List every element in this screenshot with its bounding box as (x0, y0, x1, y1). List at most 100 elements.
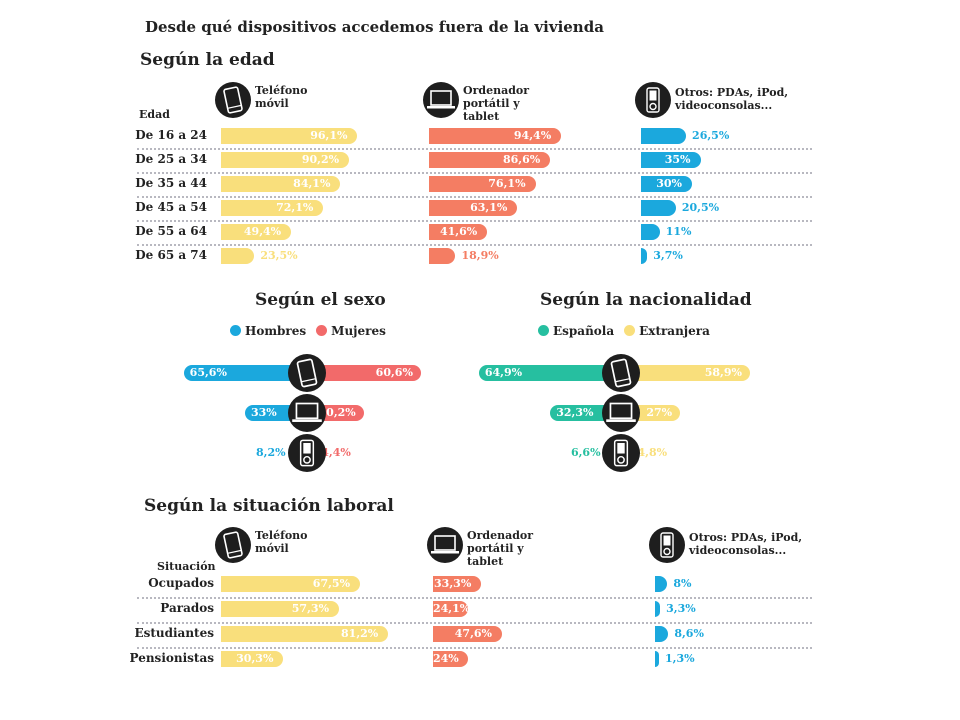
bar-phone (221, 651, 284, 667)
row-label: De 45 a 54 (135, 200, 207, 214)
value-label: 65,6% (189, 366, 227, 379)
legend-item: Mujeres (316, 324, 386, 338)
column-header-laptop: Ordenador portátil y tablet (467, 529, 533, 568)
value-label: 33% (250, 406, 277, 419)
value-label: 24% (433, 652, 459, 665)
value-label: 76,1% (488, 177, 526, 190)
value-label: 27% (646, 406, 673, 419)
bar-hombres (183, 365, 307, 381)
row-label: Pensionistas (129, 651, 215, 665)
column-header-line: portátil y (463, 97, 520, 110)
value-label: 41,6% (439, 225, 478, 238)
row-header: Edad (139, 108, 170, 121)
bar-laptop (429, 152, 551, 168)
value-label: 24,1% (433, 602, 471, 615)
column-header-line: móvil (255, 97, 289, 110)
value-label: 96,1% (310, 129, 348, 142)
value-label: 26,5% (692, 129, 730, 142)
bar-phone (221, 152, 350, 168)
ipod-icon (602, 434, 640, 472)
bar-phone (221, 200, 324, 216)
mobile-phone-icon (215, 527, 251, 563)
column-header-phone: Teléfono móvil (255, 529, 308, 555)
value-label: 86,6% (502, 153, 541, 166)
bar-phone (221, 601, 340, 617)
bar-phone (221, 576, 361, 592)
value-label: 81,2% (341, 627, 379, 640)
bar-española (478, 365, 621, 381)
section-title: Según la nacionalidad (540, 290, 752, 310)
value-label: 8% (673, 577, 692, 590)
column-header-line: Teléfono (255, 84, 308, 97)
value-label: 72,1% (276, 201, 314, 214)
column-header-line: Teléfono (255, 529, 308, 542)
ipod-icon (635, 82, 671, 118)
row-label: De 35 a 44 (135, 176, 207, 190)
row-label: De 55 a 64 (135, 224, 207, 238)
value-label: 6,6% (570, 446, 601, 459)
bar-extranjera (621, 365, 750, 381)
column-header-line: Ordenador (463, 84, 530, 97)
legend-item: Española (538, 324, 614, 338)
legend-item: Extranjera (624, 324, 710, 338)
bar-laptop (429, 200, 518, 216)
value-label: 18,9% (461, 249, 499, 262)
legend-swatch (538, 325, 549, 336)
bar-other (655, 576, 668, 592)
value-label: 67,5% (312, 577, 351, 590)
value-label: 4,4% (321, 446, 351, 459)
value-label: 8,6% (674, 627, 704, 640)
legend-label: Extranjera (639, 324, 710, 338)
bar-phone (221, 248, 255, 264)
column-header-line: tablet (463, 110, 500, 123)
column-header-laptop: Ordenador portátil y tablet (463, 84, 529, 123)
value-label: 35% (664, 153, 691, 166)
value-label: 60,6% (375, 366, 413, 379)
column-header-line: portátil y (467, 542, 524, 555)
main-title: Desde qué dispositivos accedemos fuera d… (145, 18, 604, 36)
value-label: 30,2% (318, 406, 356, 419)
bar-laptop (433, 626, 503, 642)
mobile-phone-icon (602, 354, 640, 392)
ipod-icon (649, 527, 685, 563)
legend-swatch (316, 325, 328, 336)
value-label: 64,9% (484, 366, 523, 379)
laptop-icon (288, 394, 326, 432)
row-separator (137, 172, 812, 174)
row-separator (137, 622, 812, 624)
column-header-line: tablet (467, 555, 504, 568)
row-separator (137, 220, 812, 222)
row-header: Situación (157, 560, 216, 573)
value-label: 3,3% (666, 602, 696, 615)
value-label: 63,1% (470, 201, 508, 214)
value-label: 30,3% (236, 652, 274, 665)
bar-laptop (429, 248, 456, 264)
row-separator (137, 647, 812, 649)
bar-other (655, 651, 659, 667)
bar-laptop (429, 128, 562, 144)
bar-laptop (429, 176, 536, 192)
legend-label: Hombres (245, 324, 307, 338)
value-label: 4,8% (637, 446, 668, 459)
bar-other (641, 224, 660, 240)
bar-laptop (433, 601, 468, 617)
bar-other (655, 626, 669, 642)
value-label: 57,3% (291, 602, 330, 615)
legend-label: Mujeres (331, 324, 386, 338)
column-header-line: videoconsolas... (675, 99, 773, 112)
row-label: De 16 a 24 (135, 128, 207, 142)
row-separator (137, 597, 812, 599)
ipod-icon (288, 434, 326, 472)
value-label: 94,4% (513, 129, 552, 142)
value-label: 84,1% (293, 177, 331, 190)
row-label: Ocupados (148, 576, 214, 590)
value-label: 11% (665, 225, 692, 238)
value-label: 1,3% (665, 652, 695, 665)
laptop-icon (423, 82, 459, 118)
mobile-phone-icon (215, 82, 251, 118)
value-label: 3,7% (653, 249, 683, 262)
value-label: 23,5% (260, 249, 298, 262)
value-label: 8,2% (255, 446, 286, 459)
value-label: 49,4% (243, 225, 282, 238)
legend-swatch (624, 325, 636, 336)
